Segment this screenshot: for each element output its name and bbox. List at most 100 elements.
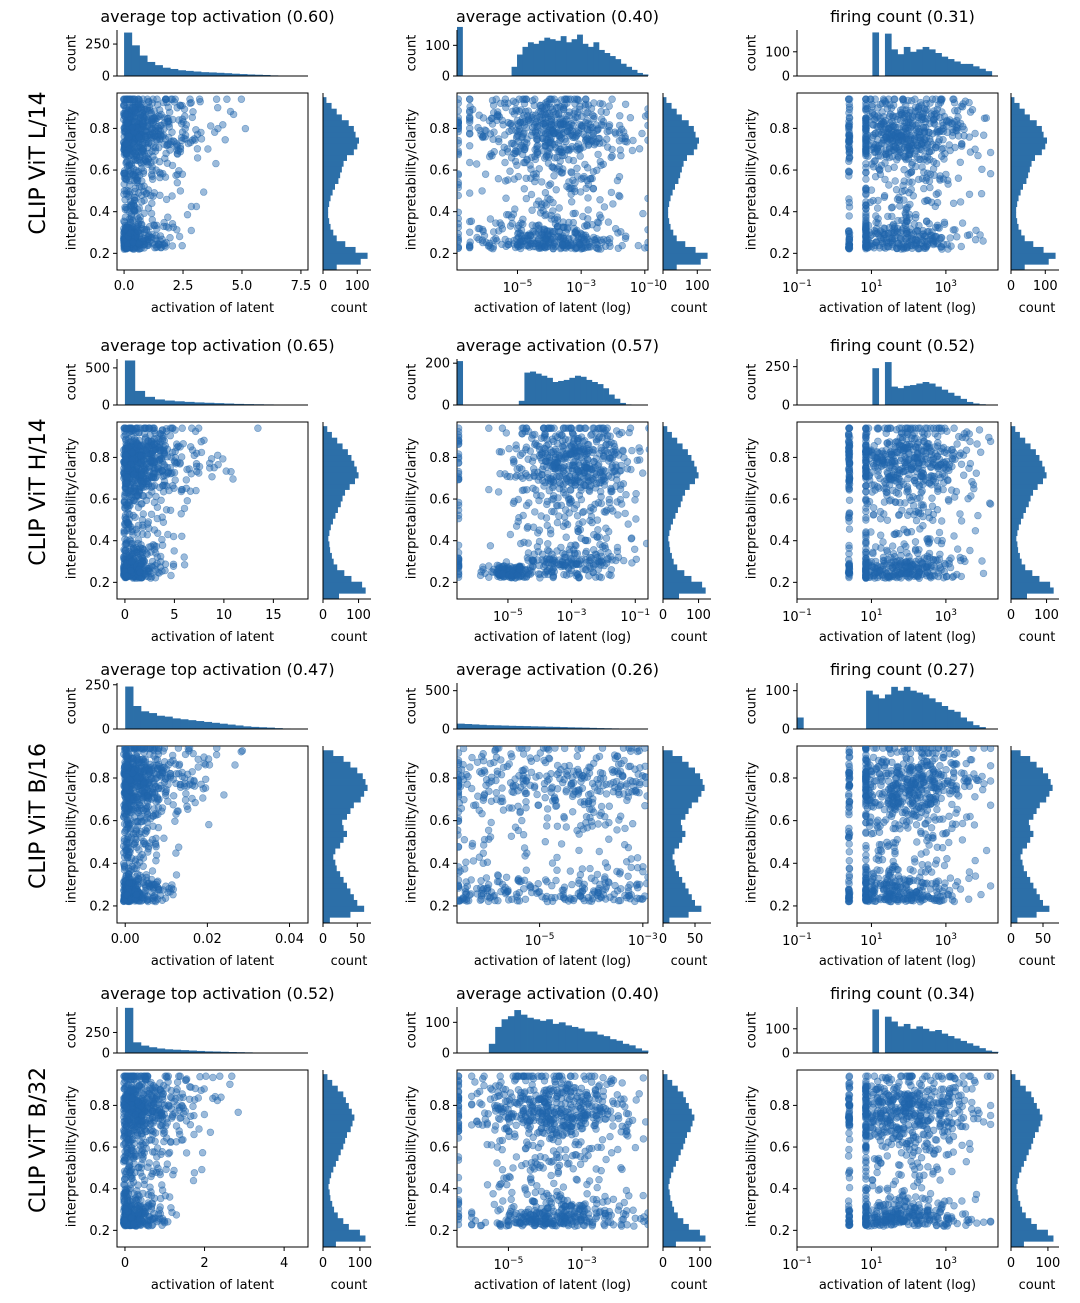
scatter-point bbox=[540, 226, 548, 235]
hist-bar bbox=[891, 386, 898, 405]
scatter-point bbox=[909, 192, 917, 200]
scatter-point bbox=[212, 159, 220, 168]
tick-label-power: 10−1 bbox=[782, 279, 812, 296]
tick-label-base: 10 bbox=[935, 281, 952, 296]
scatter-point bbox=[617, 125, 626, 134]
scatter-point bbox=[598, 238, 606, 247]
scatter-point bbox=[609, 200, 617, 208]
hist-bar bbox=[663, 501, 681, 508]
hist-bar bbox=[979, 68, 986, 76]
scatter-point bbox=[918, 110, 927, 118]
scatter-point bbox=[457, 107, 462, 115]
scatter-point bbox=[159, 482, 167, 490]
tick-label: 0.4 bbox=[89, 205, 110, 220]
scatter-point bbox=[591, 500, 599, 508]
hist-bar bbox=[530, 371, 537, 405]
scatter-point bbox=[908, 119, 917, 128]
tick-label: 7.5 bbox=[291, 279, 312, 294]
hist-bar bbox=[224, 73, 233, 76]
scatter-point bbox=[548, 507, 556, 516]
scatter-point bbox=[148, 233, 156, 242]
scatter-point bbox=[543, 435, 551, 444]
scatter-point bbox=[147, 209, 156, 218]
scatter-point bbox=[531, 95, 539, 103]
scatter-point bbox=[457, 171, 462, 179]
scatter-point bbox=[147, 124, 155, 133]
scatter-point bbox=[123, 502, 132, 510]
hist-bar bbox=[154, 65, 163, 76]
scatter-point bbox=[543, 497, 552, 506]
scatter-point bbox=[147, 109, 156, 117]
scatter-point bbox=[182, 121, 191, 129]
scatter-point bbox=[929, 239, 937, 248]
scatter-point bbox=[137, 100, 145, 109]
tick-label: 0 bbox=[121, 608, 129, 623]
scatter-point bbox=[140, 244, 148, 252]
hist-bar bbox=[1011, 102, 1020, 110]
scatter-point bbox=[549, 482, 558, 490]
scatter-point bbox=[958, 219, 967, 227]
scatter-point bbox=[150, 440, 159, 448]
scatter-point bbox=[604, 218, 613, 226]
scatter-point bbox=[146, 431, 154, 439]
scatter-point bbox=[128, 448, 137, 457]
scatter-point bbox=[158, 513, 166, 521]
hist-bar bbox=[254, 74, 263, 76]
hist-bar bbox=[247, 74, 256, 76]
scatter-point bbox=[619, 556, 628, 565]
hist-bar bbox=[609, 56, 616, 76]
scatter-point bbox=[520, 121, 528, 129]
hist-bar bbox=[323, 529, 330, 537]
scatter-point bbox=[605, 239, 614, 247]
scatter-point bbox=[166, 432, 175, 440]
subplot-title: average activation (0.57) bbox=[456, 336, 659, 355]
scatter-point bbox=[514, 127, 522, 136]
scatter-point bbox=[466, 228, 474, 236]
scatter-point bbox=[884, 165, 892, 173]
scatter-point bbox=[608, 487, 616, 496]
hist-bar bbox=[323, 200, 330, 208]
tick-label: 100 bbox=[686, 608, 711, 623]
scatter-point bbox=[542, 201, 551, 209]
hist-bar bbox=[323, 206, 329, 213]
scatter-point bbox=[926, 183, 934, 192]
hist-bar bbox=[663, 241, 686, 248]
scatter-point bbox=[605, 570, 613, 579]
scatter-point bbox=[900, 152, 908, 161]
hist-bar bbox=[323, 460, 355, 467]
scatter-point bbox=[945, 141, 953, 149]
hist-bar bbox=[174, 401, 185, 405]
subplot-2: average activation (0.40)0100count0.20.4… bbox=[405, 7, 711, 316]
hist-bar bbox=[533, 43, 540, 76]
scatter-point bbox=[977, 190, 986, 198]
hist-bar bbox=[571, 39, 578, 76]
scatter-point bbox=[627, 465, 635, 474]
hist-bar bbox=[1011, 183, 1023, 190]
scatter-point bbox=[873, 204, 882, 212]
scatter-point bbox=[138, 471, 146, 479]
scatter-point bbox=[192, 486, 200, 495]
hist-bar bbox=[323, 489, 346, 496]
scatter-point bbox=[488, 96, 497, 105]
scatter-point bbox=[457, 541, 463, 549]
tick-label: 0.2 bbox=[429, 576, 450, 591]
scatter-point bbox=[632, 555, 640, 563]
hist-bar bbox=[954, 61, 961, 76]
subplot-1: average top activation (0.60)0250count0.… bbox=[65, 7, 371, 316]
axis-label-count: count bbox=[405, 35, 420, 72]
scatter-point bbox=[511, 98, 520, 107]
hist-bar bbox=[637, 72, 643, 76]
scatter-point bbox=[905, 108, 914, 117]
scatter-point bbox=[241, 124, 250, 133]
scatter-point bbox=[158, 541, 167, 549]
hist-bar bbox=[663, 97, 667, 104]
scatter-point bbox=[140, 196, 148, 205]
scatter-point bbox=[572, 571, 580, 580]
hist-bar bbox=[910, 385, 917, 405]
scatter-point bbox=[147, 562, 156, 570]
scatter-point bbox=[196, 97, 204, 106]
scatter-point bbox=[587, 512, 596, 521]
